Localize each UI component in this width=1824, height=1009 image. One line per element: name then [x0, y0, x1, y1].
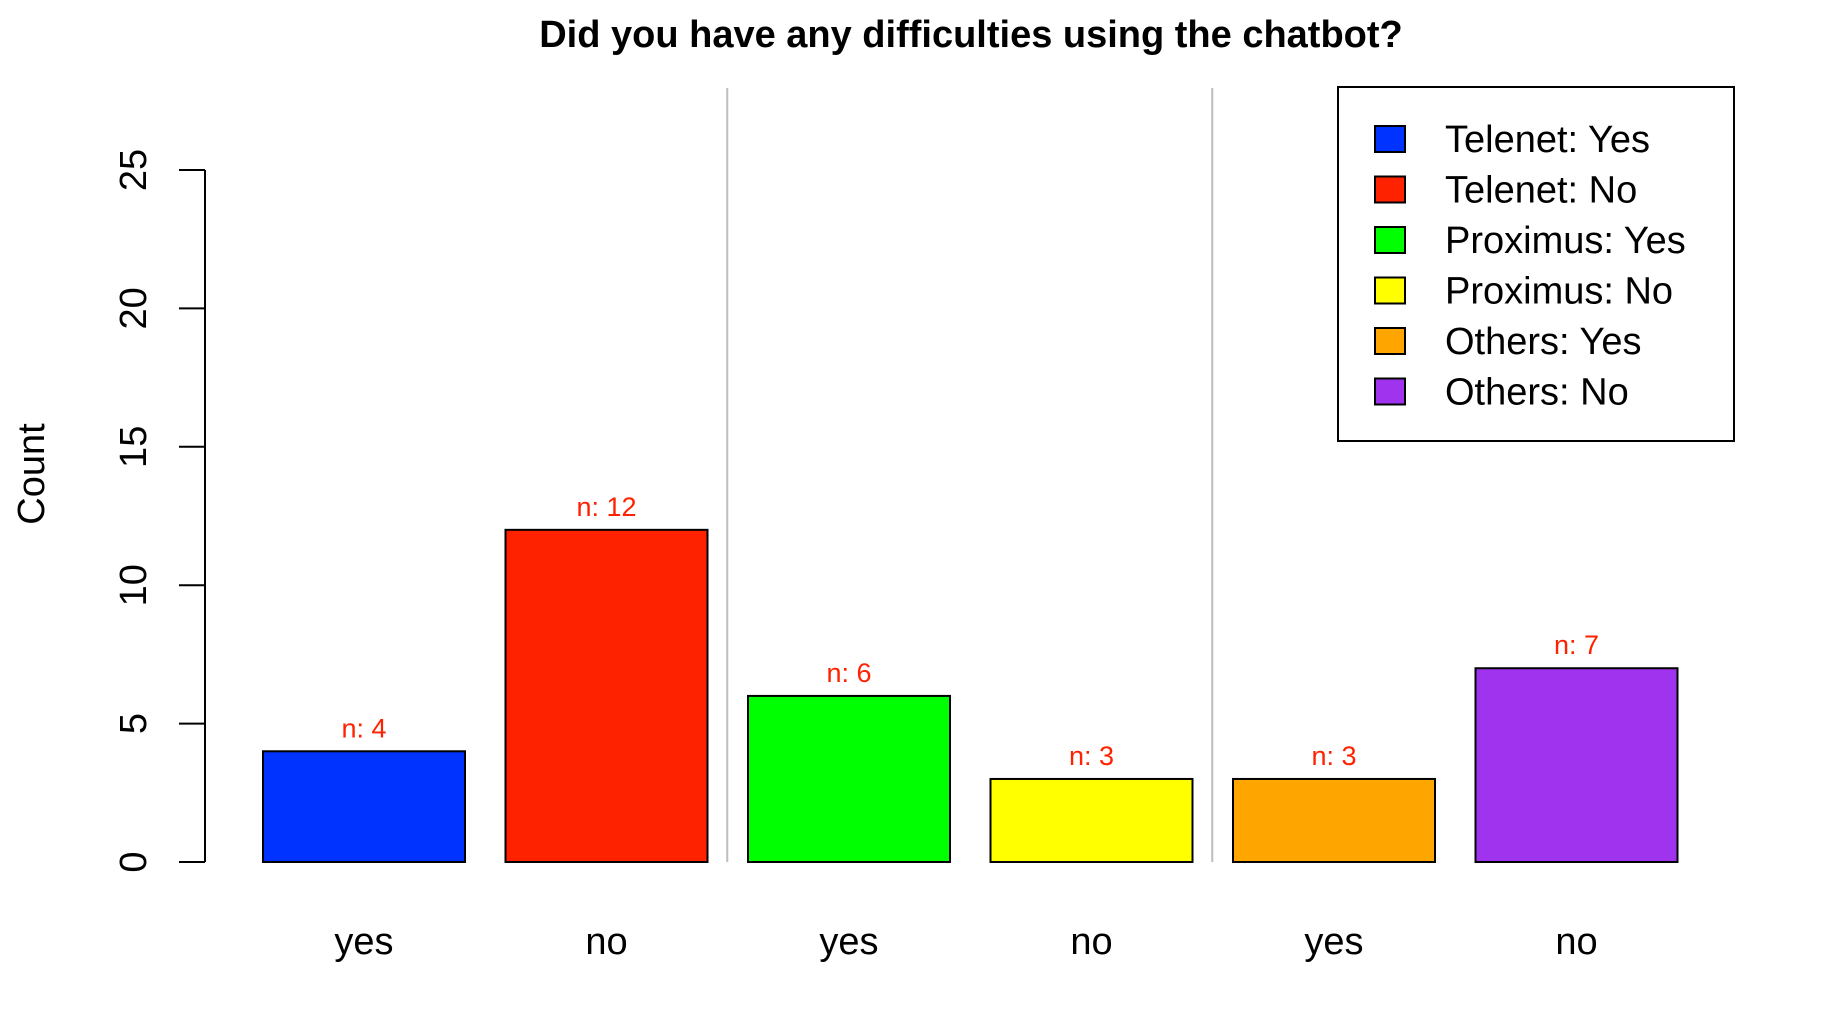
- x-axis-tick-label: yes: [1304, 921, 1363, 963]
- bar: [1474, 667, 1679, 863]
- bar-data-label: n: 7: [1554, 630, 1599, 660]
- bar-data-label: n: 12: [576, 492, 636, 522]
- bar-data-label: n: 4: [341, 713, 386, 743]
- legend-swatch: [1374, 226, 1406, 254]
- legend-label: Others: Yes: [1445, 321, 1641, 363]
- group-separators: [726, 88, 1214, 862]
- x-axis-tick-label: yes: [334, 921, 393, 963]
- x-axis-tick-label: yes: [819, 921, 878, 963]
- chart-title: Did you have any difficulties using the …: [539, 14, 1403, 56]
- x-axis-tick-label: no: [585, 921, 627, 963]
- bar: [1232, 777, 1436, 864]
- bar-data-label: n: 3: [1311, 741, 1356, 771]
- bar: [262, 750, 466, 864]
- legend-label: Telenet: Yes: [1445, 119, 1650, 161]
- y-axis: 0 5 10 15 20 25: [113, 149, 206, 873]
- legend-swatch: [1374, 377, 1406, 406]
- legend-swatch: [1374, 276, 1406, 305]
- y-axis-tick-label: 5: [113, 713, 155, 734]
- y-axis-tick-label: 10: [113, 564, 155, 606]
- bar: [747, 694, 951, 863]
- bar: [989, 777, 1194, 864]
- legend-swatch: [1374, 175, 1406, 204]
- bar-data-label: n: 6: [826, 658, 871, 688]
- y-axis-tick-label: 0: [113, 851, 155, 872]
- x-axis-tick-labels: yes no yes no yes no: [334, 921, 1597, 963]
- legend-label: Telenet: No: [1445, 170, 1637, 212]
- y-axis-tick-label: 15: [113, 426, 155, 468]
- data-labels: n: 4 n: 12 n: 6 n: 3 n: 3 n: 7: [341, 492, 1599, 771]
- y-axis-label: Count: [11, 423, 53, 525]
- legend-label: Others: No: [1445, 372, 1629, 414]
- x-axis-tick-label: no: [1555, 921, 1597, 963]
- x-axis-tick-label: no: [1070, 921, 1112, 963]
- legend-swatch: [1374, 327, 1406, 355]
- legend-swatch: [1374, 125, 1406, 153]
- y-axis-tick-label: 25: [113, 149, 155, 191]
- legend-label: Proximus: No: [1445, 271, 1673, 313]
- y-axis-tick-label: 20: [113, 287, 155, 329]
- legend: Telenet: Yes Telenet: No Proximus: Yes Prox…: [1337, 86, 1735, 442]
- bars: [262, 528, 1679, 864]
- bar-data-label: n: 3: [1069, 741, 1114, 771]
- bar: [504, 528, 709, 864]
- legend-label: Proximus: Yes: [1445, 220, 1686, 262]
